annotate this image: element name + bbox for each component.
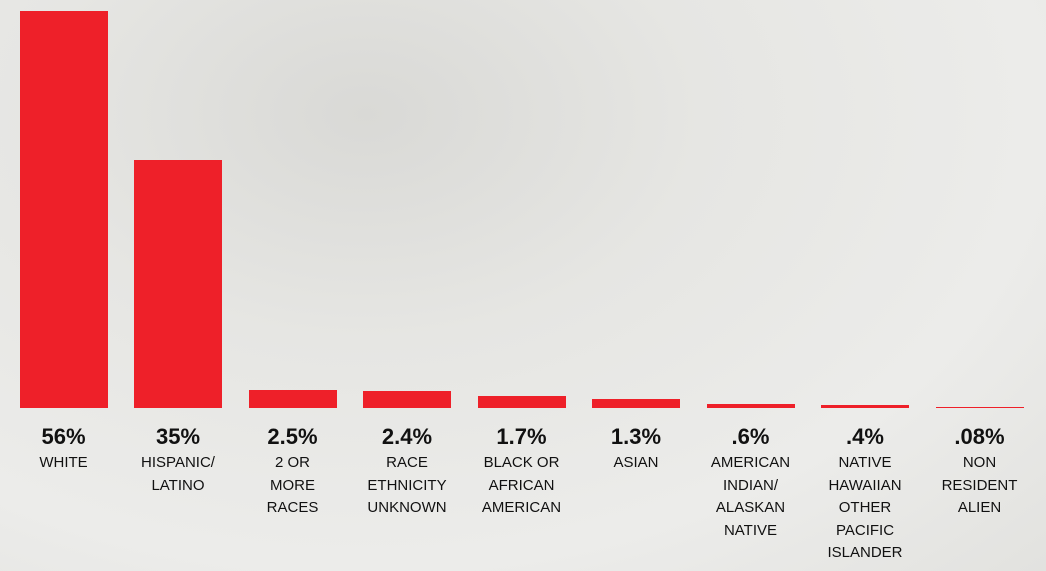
bar xyxy=(134,159,222,408)
category-label: WHITE xyxy=(39,454,88,471)
bar xyxy=(821,405,909,408)
category-label: NON RESIDENT ALIEN xyxy=(941,454,1018,516)
bar xyxy=(706,403,795,408)
value-label: 1.7% xyxy=(496,424,547,449)
value-label: 2.4% xyxy=(381,424,433,449)
category-label: 2 OR MORE RACES xyxy=(266,454,319,516)
bar xyxy=(935,407,1024,408)
value-label: .6% xyxy=(731,424,770,449)
category-label: ASIAN xyxy=(613,454,659,471)
value-label: 1.3% xyxy=(610,424,662,449)
category-label: AMERICAN INDIAN/ ALASKAN NATIVE xyxy=(710,454,791,539)
value-label: 2.5% xyxy=(267,424,318,449)
value-label: .4% xyxy=(846,424,884,449)
category-label: RACE ETHNICITY UNKNOWN xyxy=(367,454,447,516)
bar xyxy=(19,11,108,408)
bar xyxy=(477,395,566,408)
category-label: NATIVE HAWAIIAN OTHER PACIFIC ISLANDER xyxy=(827,454,903,561)
bar xyxy=(363,390,451,408)
bar xyxy=(248,390,337,408)
value-label: 56% xyxy=(41,424,86,449)
value-label: .08% xyxy=(954,424,1005,449)
category-label: BLACK OR AFRICAN AMERICAN xyxy=(481,454,562,516)
bar xyxy=(592,398,680,408)
value-label: 35% xyxy=(155,424,201,449)
category-label: HISPANIC/ LATINO xyxy=(141,454,215,494)
